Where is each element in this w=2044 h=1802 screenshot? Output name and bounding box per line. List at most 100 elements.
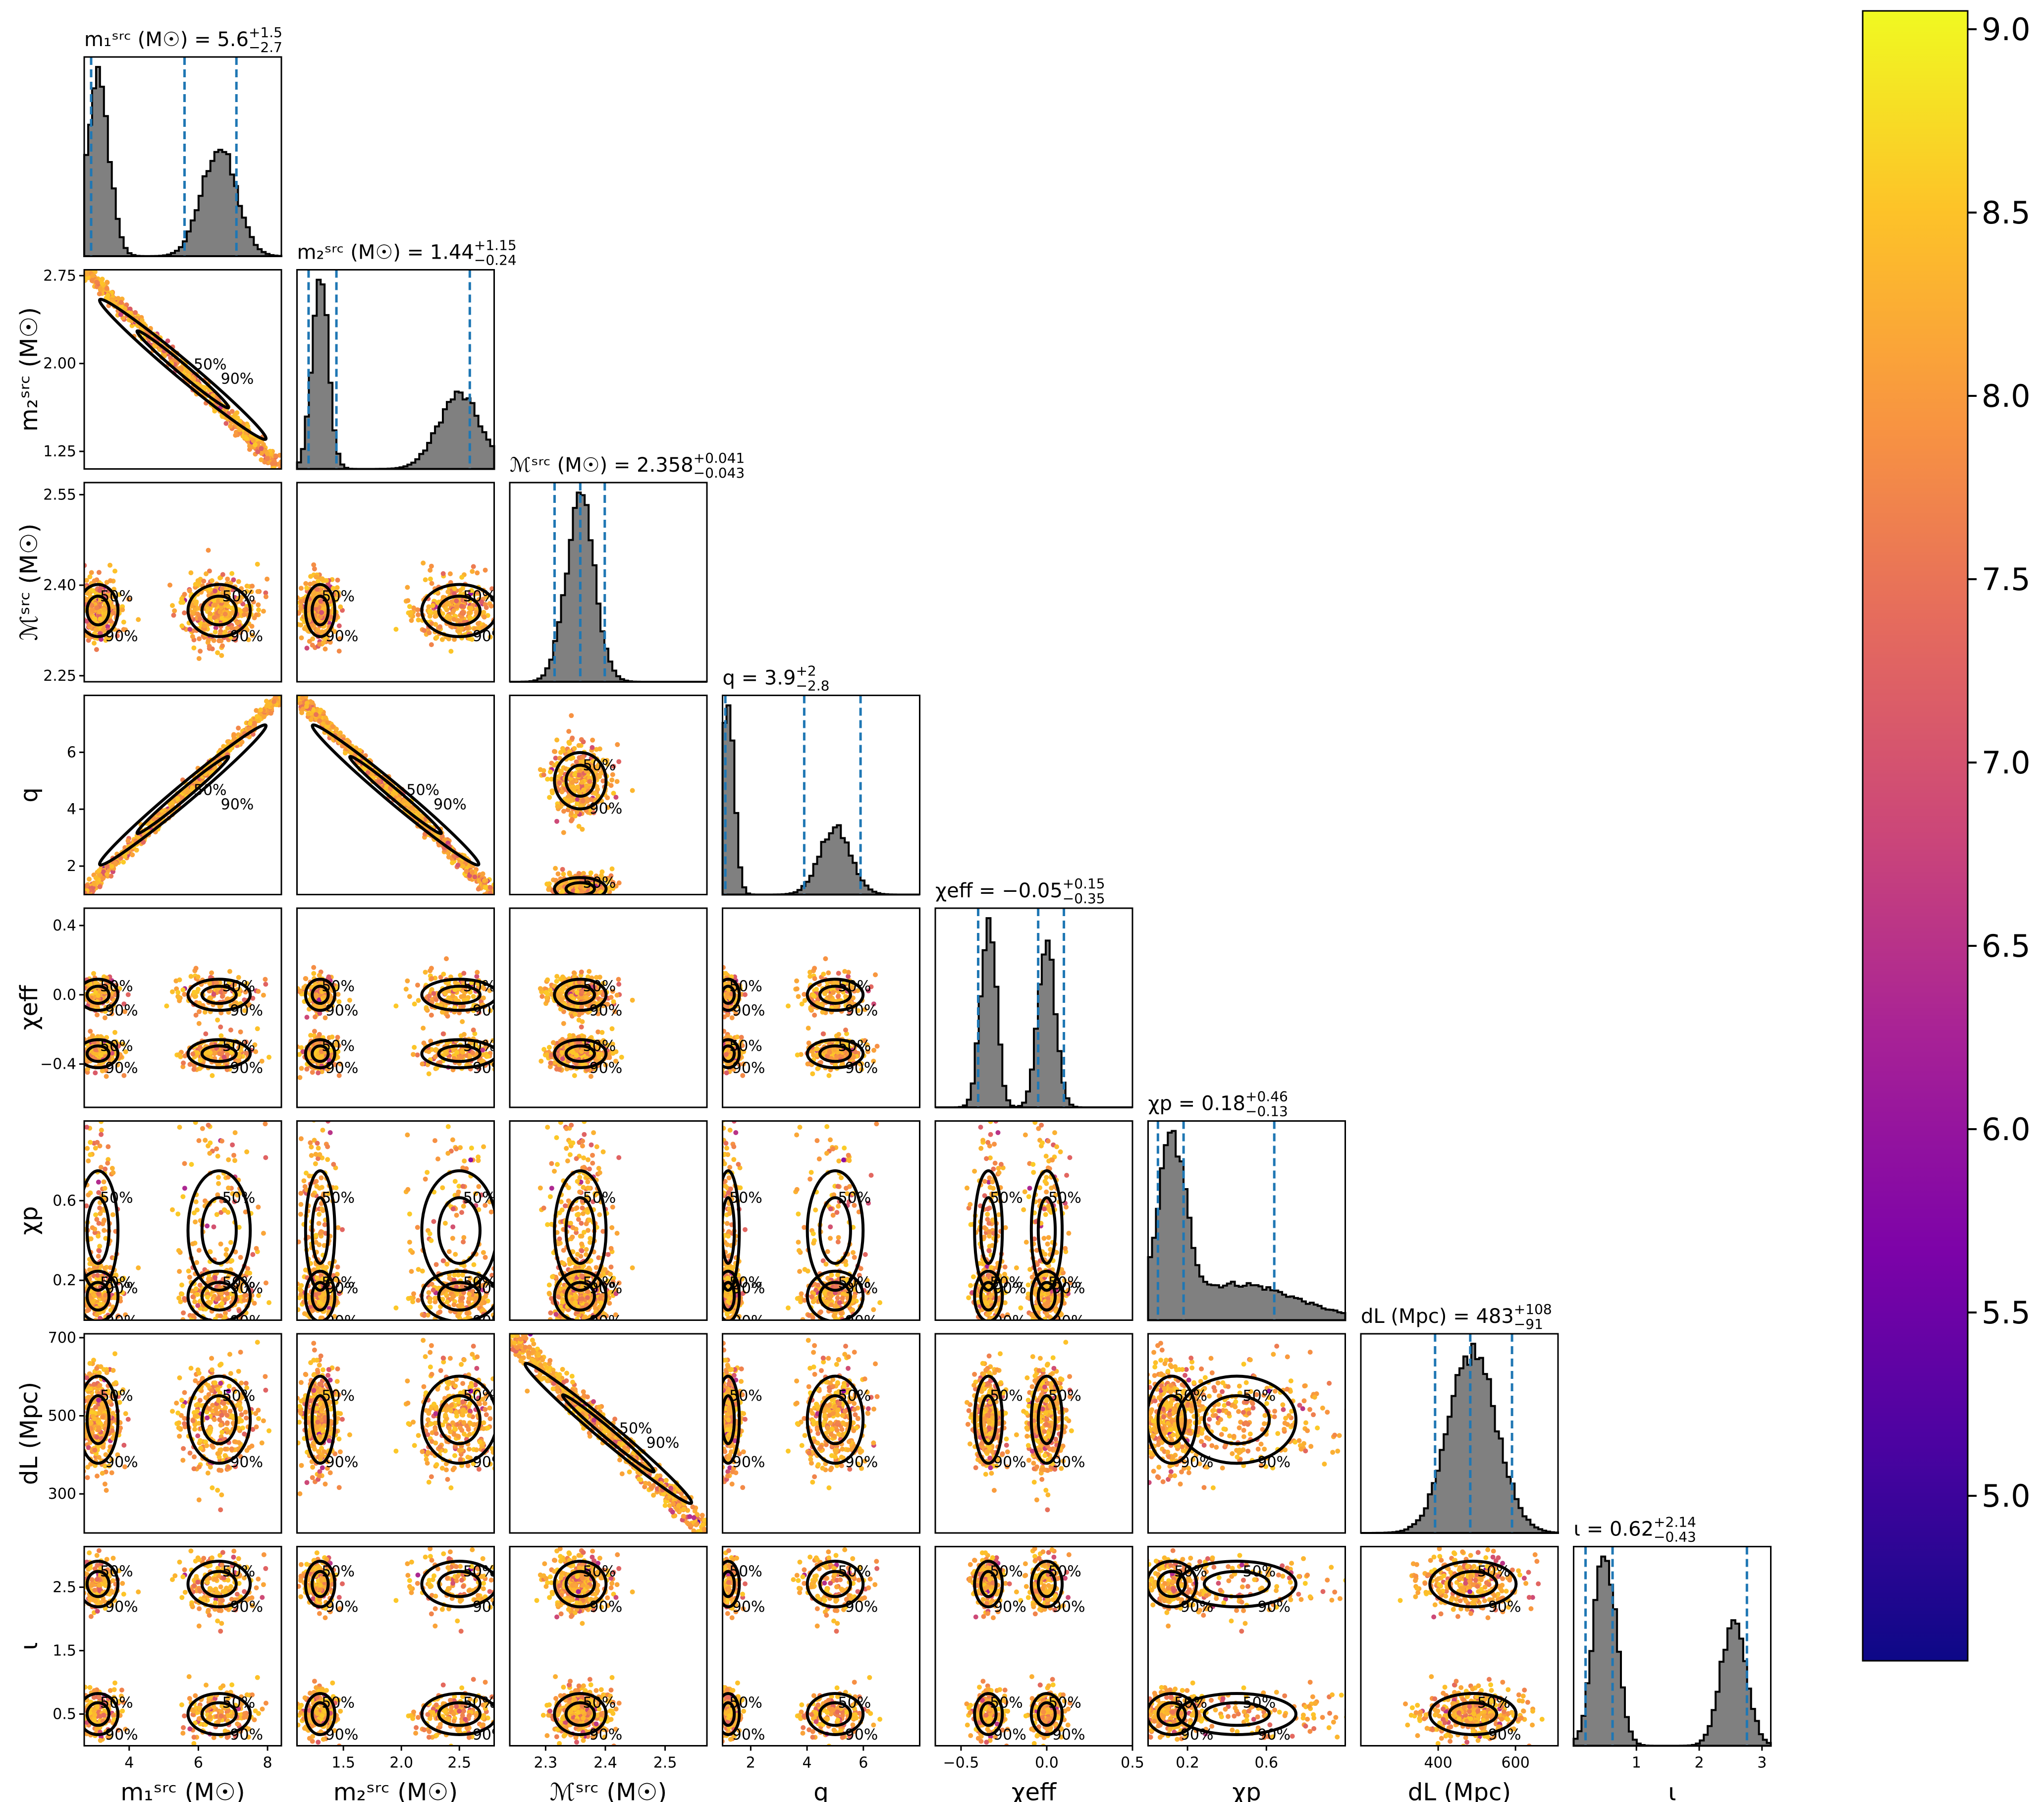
- scatter-point: [415, 1052, 420, 1058]
- scatter-point: [118, 300, 124, 305]
- scatter-point: [76, 1055, 81, 1060]
- scatter-point: [263, 982, 269, 987]
- scatter-point: [313, 606, 318, 611]
- scatter-point: [100, 280, 105, 286]
- scatter-point: [203, 1031, 209, 1037]
- scatter-point: [318, 599, 323, 604]
- scatter-point: [207, 981, 213, 986]
- scatter-point: [555, 871, 561, 876]
- scatter-point: [238, 1029, 243, 1035]
- title-upper-error: +0.15: [1063, 875, 1105, 892]
- scatter-point: [273, 453, 278, 459]
- scatter-point: [151, 816, 157, 821]
- scatter-point: [76, 615, 81, 620]
- scatter-point: [412, 1044, 417, 1050]
- scatter-point: [263, 590, 269, 596]
- scatter-point: [447, 571, 453, 577]
- scatter-point: [212, 615, 217, 620]
- scatter-point: [598, 873, 604, 878]
- scatter-point: [233, 430, 239, 435]
- scatter-point: [401, 798, 407, 804]
- contour-50: [85, 984, 111, 1005]
- contour-label-50: 50%: [194, 356, 227, 374]
- scatter-point: [95, 1012, 100, 1018]
- scatter-point: [429, 621, 434, 626]
- scatter-point: [574, 898, 579, 903]
- scatter-point: [482, 878, 487, 883]
- scatter-point: [259, 446, 264, 451]
- scatter-point: [470, 569, 475, 574]
- scatter-point: [608, 884, 613, 890]
- scatter-point: [264, 699, 269, 704]
- scatter-panel-mc-q: 50%90%50%90%: [509, 695, 708, 904]
- scatter-point: [558, 750, 563, 755]
- scatter-point: [261, 714, 267, 719]
- scatter-point: [489, 896, 494, 901]
- contour-label-90: 90%: [105, 628, 138, 645]
- scatter-point: [570, 755, 576, 761]
- scatter-point: [197, 636, 202, 642]
- scatter-point: [76, 1054, 81, 1059]
- scatter-point: [120, 607, 125, 612]
- scatter-point: [547, 769, 553, 774]
- scatter-point: [598, 770, 604, 776]
- scatter-point: [213, 602, 218, 608]
- scatter-point: [175, 989, 181, 995]
- scatter-point: [332, 629, 337, 634]
- scatter-point: [235, 415, 240, 421]
- scatter-point: [252, 720, 257, 726]
- scatter-point: [212, 1051, 217, 1056]
- scatter-point: [182, 610, 187, 615]
- scatter-point: [289, 692, 294, 697]
- scatter-point: [576, 772, 582, 778]
- scatter-point: [547, 795, 552, 800]
- scatter-point: [87, 895, 92, 900]
- scatter-point: [204, 571, 209, 577]
- panel-frame: [83, 269, 282, 470]
- title-lower-error: −0.043: [694, 465, 745, 481]
- contour-50: [200, 595, 238, 627]
- scatter-point: [219, 598, 224, 603]
- scatter-point: [76, 613, 81, 618]
- scatter-point: [484, 595, 489, 600]
- scatter-point: [111, 610, 116, 615]
- scatter-point: [171, 612, 176, 618]
- scatter-point: [84, 1048, 86, 1054]
- scatter-point: [134, 847, 139, 853]
- title-lower-error: −0.13: [1245, 1103, 1288, 1120]
- scatter-point: [113, 861, 118, 867]
- scatter-point: [198, 1058, 203, 1063]
- scatter-point: [102, 1049, 108, 1054]
- scatter-point: [452, 586, 457, 591]
- scatter-point: [454, 598, 459, 603]
- scatter-point: [78, 1041, 83, 1046]
- scatter-point: [427, 630, 432, 636]
- scatter-point: [572, 746, 577, 751]
- scatter-point: [263, 977, 268, 982]
- scatter-point: [325, 720, 330, 725]
- scatter-point: [78, 597, 83, 601]
- scatter-point: [255, 1026, 260, 1032]
- scatter-point: [188, 974, 194, 979]
- scatter-point: [496, 602, 501, 607]
- contour-90: [420, 583, 494, 638]
- scatter-point: [78, 615, 83, 620]
- contour-label-50: 50%: [406, 782, 439, 799]
- scatter-point: [488, 901, 493, 906]
- scatter-point: [121, 1073, 127, 1078]
- scatter-point: [459, 575, 465, 580]
- scatter-point: [252, 1042, 258, 1047]
- scatter-point: [300, 696, 305, 701]
- scatter-point: [554, 819, 559, 824]
- scatter-point: [591, 899, 595, 904]
- scatter-point: [208, 611, 213, 616]
- contour-label-90: 90%: [230, 1060, 263, 1077]
- scatter-point: [613, 883, 619, 889]
- scatter-point: [445, 601, 450, 607]
- scatter-point: [107, 636, 112, 641]
- scatter-point: [605, 795, 610, 801]
- scatter-point: [261, 608, 266, 614]
- scatter-point: [108, 874, 114, 879]
- scatter-point: [561, 809, 566, 814]
- scatter-point: [251, 438, 256, 443]
